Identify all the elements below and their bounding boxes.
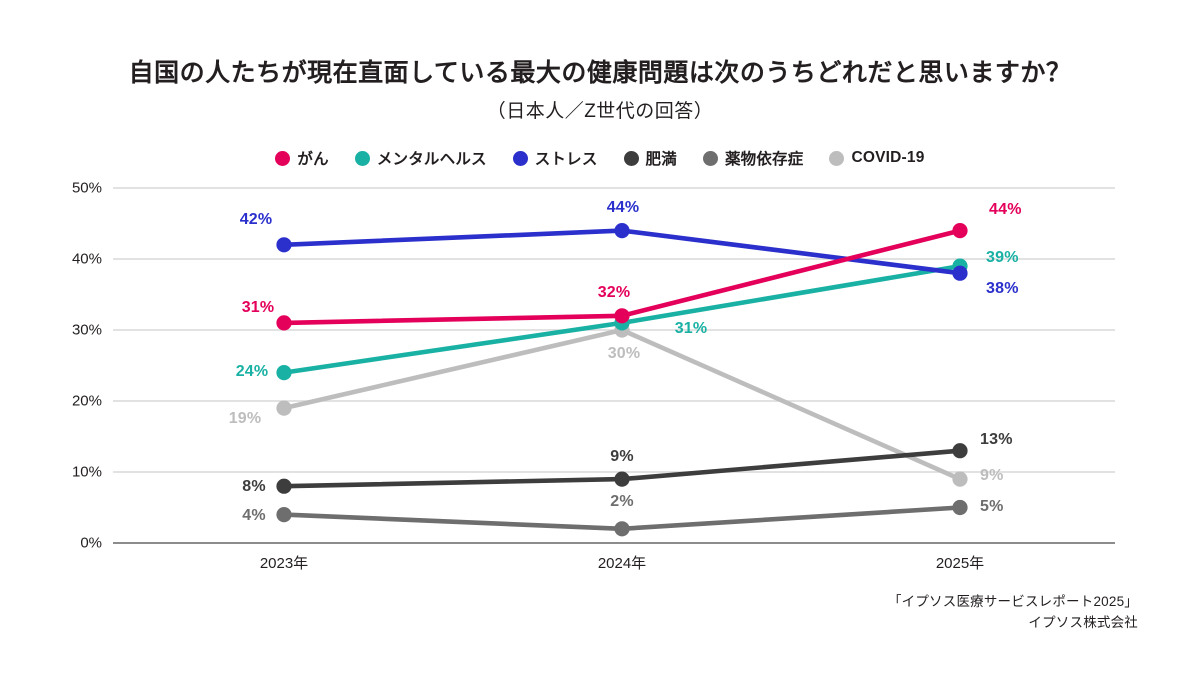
data-point-marker[interactable]	[614, 521, 630, 537]
data-value-label: 32%	[597, 284, 631, 301]
title-block: 自国の人たちが現在直面している最大の健康問題は次のうちどれだと思いますか？ （日…	[0, 58, 1200, 123]
legend-dot-icon	[702, 150, 718, 166]
data-point-marker[interactable]	[952, 471, 968, 487]
legend-dot-icon	[512, 150, 528, 166]
legend-item-1[interactable]: メンタルヘルス	[354, 147, 487, 169]
data-point-marker[interactable]	[276, 365, 292, 381]
source-line-2: イプソス株式会社	[1028, 614, 1138, 630]
legend-item-label: 肥満	[645, 151, 677, 168]
data-point-marker[interactable]	[614, 308, 630, 324]
data-value-label: 24%	[235, 363, 269, 380]
data-value-label: 44%	[989, 201, 1022, 218]
data-point-marker[interactable]	[614, 471, 630, 487]
data-value-label: 44%	[606, 199, 640, 216]
x-tick-label: 2025年	[935, 555, 985, 572]
data-value-label: 2%	[610, 493, 634, 510]
data-value-label: 39%	[986, 249, 1019, 266]
y-tick-label: 20%	[71, 392, 102, 410]
data-value-label: 38%	[986, 280, 1019, 297]
x-tick-label: 2024年	[597, 555, 647, 572]
data-value-label: 9%	[610, 448, 634, 465]
data-point-marker[interactable]	[276, 237, 292, 253]
data-point-marker[interactable]	[276, 315, 292, 331]
source-footer: 「イプソス医療サービスレポート2025」 イプソス株式会社	[888, 592, 1138, 634]
data-value-label: 5%	[980, 498, 1004, 515]
legend-item-label: 薬物依存症	[724, 151, 804, 168]
legend-item-label: ストレス	[534, 151, 598, 168]
y-tick-label: 40%	[71, 250, 102, 268]
legend-item-5[interactable]: COVID-19	[829, 149, 924, 167]
data-value-label: 13%	[980, 431, 1013, 448]
series-3	[276, 443, 968, 494]
source-line-1: 「イプソス医療サービスレポート2025」	[887, 594, 1138, 609]
y-tick-label: 10%	[71, 463, 102, 481]
data-point-marker[interactable]	[952, 499, 968, 516]
legend-item-label: COVID-19	[851, 149, 925, 166]
data-point-marker[interactable]	[952, 223, 968, 239]
y-tick-label: 30%	[71, 321, 102, 339]
data-point-marker[interactable]	[276, 478, 292, 494]
data-point-marker[interactable]	[276, 506, 292, 523]
y-tick-label: 50%	[71, 179, 102, 197]
data-point-marker[interactable]	[952, 443, 968, 459]
y-axis: 0% 10% 20% 30% 40% 50%	[46, 0, 102, 675]
x-tick-label: 2023年	[259, 555, 309, 572]
data-value-label: 42%	[239, 211, 273, 228]
series-4	[276, 499, 968, 537]
series-2	[276, 223, 968, 281]
legend-dot-icon	[354, 150, 370, 166]
chart-legend: がん メンタルヘルス ストレス 肥満 薬物依存症 COVID-19	[0, 147, 1200, 169]
data-point-marker[interactable]	[952, 265, 968, 281]
legend-dot-icon	[275, 150, 291, 166]
legend-item-3[interactable]: 肥満	[623, 147, 677, 169]
legend-item-4[interactable]: 薬物依存症	[702, 147, 804, 169]
legend-item-label: メンタルヘルス	[376, 151, 487, 168]
data-value-label: 8%	[242, 478, 266, 495]
data-value-label: 31%	[241, 299, 275, 316]
data-value-label: 4%	[242, 507, 266, 524]
page-subtitle: （日本人／Z世代の回答）	[486, 101, 714, 123]
y-tick-label: 0%	[80, 534, 102, 552]
series-0	[276, 223, 968, 331]
data-point-marker[interactable]	[276, 400, 292, 416]
legend-dot-icon	[623, 150, 639, 166]
legend-item-0[interactable]: がん	[275, 147, 329, 169]
data-value-label: 19%	[228, 410, 262, 427]
data-value-label: 31%	[674, 320, 708, 337]
legend-dot-icon	[829, 150, 845, 166]
page-title: 自国の人たちが現在直面している最大の健康問題は次のうちどれだと思いますか？	[128, 59, 1072, 87]
data-value-label: 9%	[980, 467, 1004, 484]
legend-item-label: がん	[297, 151, 329, 168]
legend-item-2[interactable]: ストレス	[512, 147, 598, 169]
data-point-marker[interactable]	[614, 223, 630, 239]
data-value-label: 30%	[607, 345, 641, 362]
